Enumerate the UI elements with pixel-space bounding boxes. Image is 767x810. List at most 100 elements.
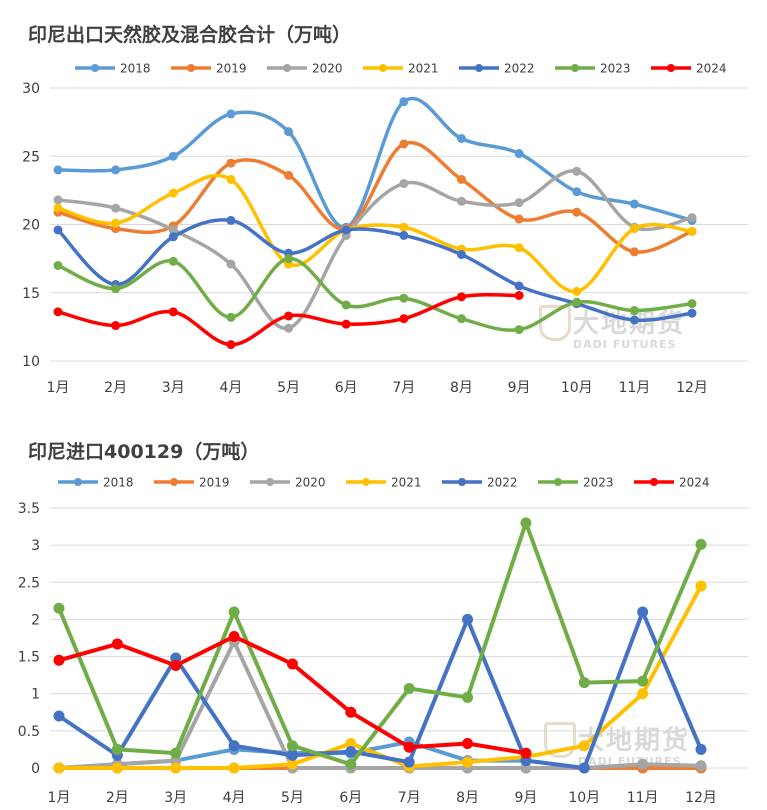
y-tick-label: 30 <box>22 81 40 97</box>
x-tick-label: 7月 <box>392 380 415 396</box>
legend-marker-2019 <box>170 478 178 486</box>
x-tick-label: 2月 <box>104 380 127 396</box>
data-point-2018 <box>399 97 409 107</box>
data-point-2023 <box>399 293 409 303</box>
data-point-2021 <box>629 224 639 234</box>
legend-marker-2023 <box>571 64 579 72</box>
data-point-2023 <box>637 675 649 687</box>
y-tick-label: 15 <box>22 286 40 302</box>
data-point-2023 <box>403 683 415 695</box>
series-line-2022 <box>57 610 703 770</box>
export-chart: 印尼出口天然胶及混合胶合计（万吨） 大地期货 DADI FUTURES 10 15… <box>22 24 748 396</box>
y-tick-label: 3.5 <box>18 501 40 517</box>
data-point-2023 <box>345 758 357 770</box>
data-point-2022 <box>286 749 298 761</box>
data-point-2022 <box>228 740 240 752</box>
data-point-2023 <box>572 297 582 307</box>
data-point-2023 <box>226 312 236 322</box>
import-chart-plot: 0 0.5 1 1.5 2 2.5 3 3.5 1月 2月 3月 4月 5月 6月 7月 8月 9月 10月 11月… <box>18 476 748 806</box>
legend-marker-2020 <box>266 478 274 486</box>
x-tick-label: 4月 <box>219 380 242 396</box>
y-tick-label: 1 <box>31 687 40 703</box>
data-point-2024 <box>226 340 236 350</box>
legend-marker-2021 <box>362 478 370 486</box>
data-point-2021 <box>695 580 707 592</box>
data-point-2021 <box>228 762 240 774</box>
x-tick-label: 11月 <box>618 380 650 396</box>
y-tick-label: 1.5 <box>18 650 40 666</box>
import-chart-title: 印尼进口400129（万吨） <box>28 441 260 463</box>
data-point-2020 <box>456 196 466 206</box>
legend-label-2020: 2020 <box>312 62 343 76</box>
watermark-logo-icon <box>539 305 571 341</box>
data-point-2024 <box>345 706 357 718</box>
data-point-2022 <box>403 756 415 768</box>
y-tick-label: 0 <box>31 761 40 777</box>
data-point-2022 <box>168 232 178 242</box>
data-point-2023 <box>341 300 351 310</box>
data-point-2023 <box>286 740 298 752</box>
data-point-2024 <box>456 292 466 302</box>
legend-marker-2018 <box>91 64 99 72</box>
data-point-2022 <box>53 710 65 722</box>
data-point-2019 <box>572 207 582 217</box>
legend-marker-2018 <box>74 478 82 486</box>
data-point-2018 <box>456 134 466 144</box>
legend-label-2020: 2020 <box>295 476 326 490</box>
data-point-2023 <box>456 314 466 324</box>
x-tick-label: 3月 <box>162 380 185 396</box>
data-point-2024 <box>286 658 298 670</box>
data-point-2020 <box>284 323 294 333</box>
x-tick-label: 11月 <box>627 790 659 806</box>
data-point-2021 <box>111 218 121 228</box>
data-point-2021 <box>578 740 590 752</box>
data-point-2022 <box>629 315 639 325</box>
series-line-2022 <box>56 218 694 323</box>
data-point-2021 <box>111 762 123 774</box>
x-tick-label: 2月 <box>106 790 129 806</box>
legend-label-2022: 2022 <box>487 476 518 490</box>
x-tick-label: 10月 <box>561 380 593 396</box>
data-point-2021 <box>53 203 63 213</box>
legend-label-2024: 2024 <box>679 476 710 490</box>
data-point-2024 <box>514 290 524 300</box>
x-tick-label: 6月 <box>339 790 362 806</box>
data-point-2024 <box>170 659 182 671</box>
x-tick-label: 3月 <box>164 790 187 806</box>
data-point-2024 <box>53 307 63 317</box>
data-point-2023 <box>687 299 697 309</box>
data-point-2022 <box>695 743 707 755</box>
y-tick-label: 2 <box>31 612 40 628</box>
data-point-2021 <box>637 688 649 700</box>
y-tick-label: 3 <box>31 538 40 554</box>
data-point-2022 <box>578 762 590 774</box>
data-point-2024 <box>284 311 294 321</box>
data-point-2022 <box>514 281 524 291</box>
legend-label-2024: 2024 <box>696 62 727 76</box>
data-point-2023 <box>284 254 294 264</box>
data-point-2024 <box>228 631 240 643</box>
data-point-2022 <box>399 230 409 240</box>
data-point-2021 <box>572 286 582 296</box>
import-chart: 印尼进口400129（万吨） 大地期货 DADI FUTURES 0 0.5 1 1.… <box>0 405 767 810</box>
data-point-2020 <box>695 760 707 772</box>
x-tick-label: 8月 <box>450 380 473 396</box>
data-point-2022 <box>341 225 351 235</box>
data-point-2018 <box>226 109 236 119</box>
data-point-2024 <box>53 654 65 666</box>
data-point-2019 <box>514 214 524 224</box>
x-tick-label: 5月 <box>281 790 304 806</box>
y-tick-label: 10 <box>22 354 40 370</box>
y-tick-label: 20 <box>22 218 40 234</box>
x-tick-label: 6月 <box>335 380 358 396</box>
data-point-2024 <box>399 314 409 324</box>
legend-marker-2024 <box>667 64 675 72</box>
data-point-2023 <box>520 517 532 529</box>
legend-label-2018: 2018 <box>103 476 134 490</box>
data-point-2023 <box>578 677 590 689</box>
data-point-2024 <box>403 741 415 753</box>
data-point-2018 <box>629 199 639 209</box>
data-point-2022 <box>462 613 474 625</box>
y-tick-label: 25 <box>22 149 40 165</box>
data-point-2024 <box>168 307 178 317</box>
